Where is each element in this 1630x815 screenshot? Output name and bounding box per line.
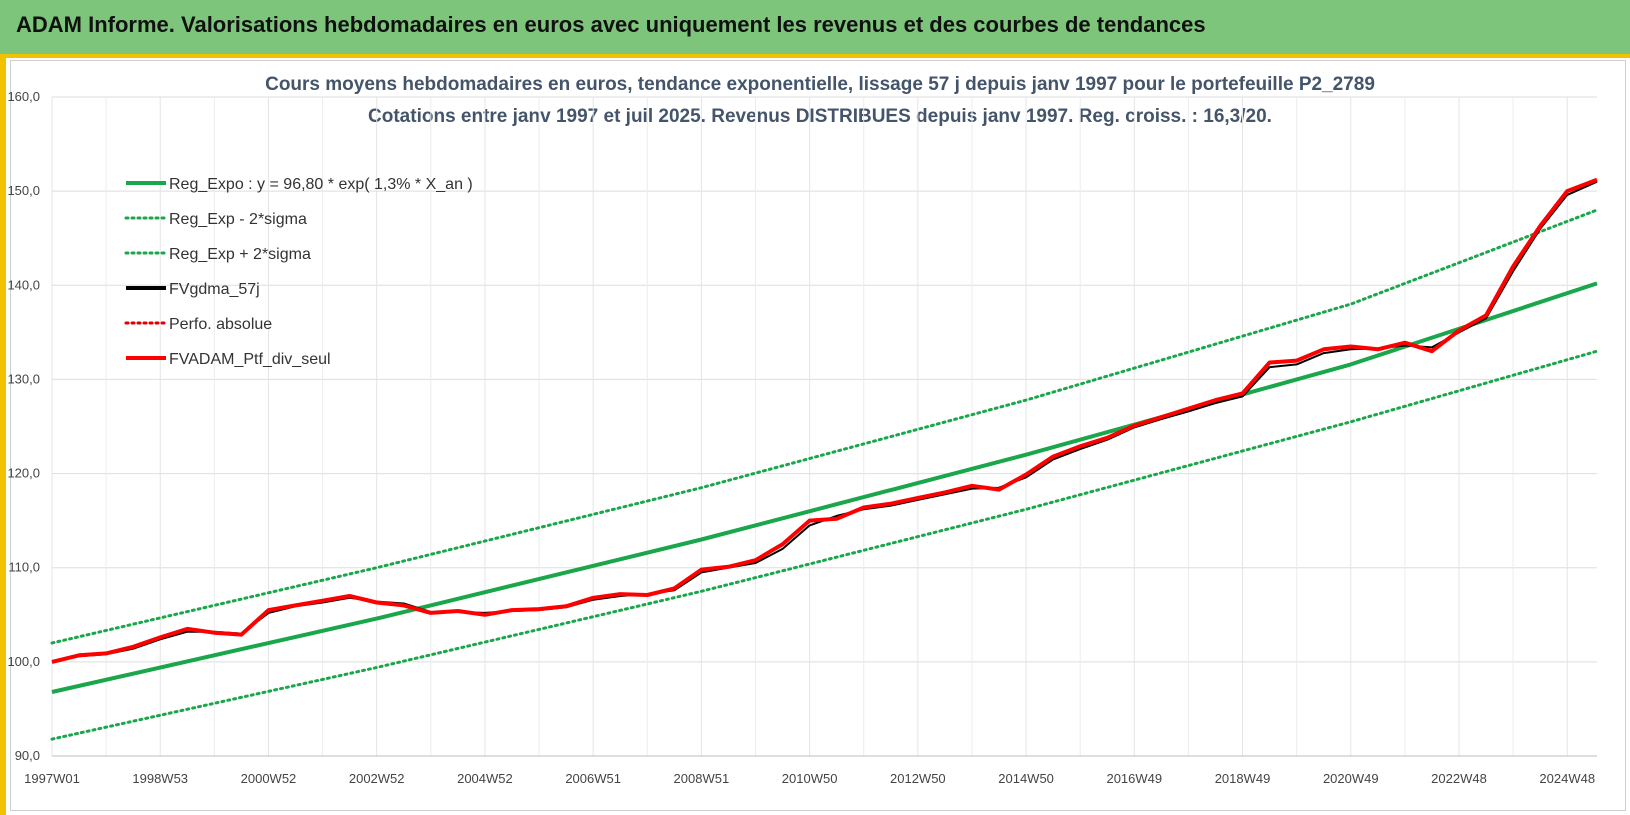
chart-subtitle: Cotations entre janv 1997 et juil 2025. … [368, 106, 1272, 127]
grid [51, 96, 1597, 757]
legend-entry: Reg_Expo : y = 96,80 * exp( 1,3% * X_an … [169, 176, 473, 193]
header-title: ADAM Informe. Valorisations hebdomadaire… [16, 12, 1206, 37]
series-line-1 [50, 349, 1599, 741]
chart-border [10, 60, 1626, 811]
x-tick-label: 2006W51 [565, 771, 621, 786]
x-tick-label: 2020W49 [1323, 771, 1379, 786]
y-tick-label: 120,0 [7, 466, 40, 481]
y-tick-label: 140,0 [7, 277, 40, 292]
legend-entry: Reg_Exp - 2*sigma [169, 211, 307, 228]
x-axis-ticks: 1997W01 1998W53 2000W52 2002W52 2004W52 2006W… [24, 771, 1595, 786]
y-tick-label: 150,0 [7, 183, 40, 198]
chart-frame [0, 54, 1630, 815]
y-tick-label: 130,0 [7, 371, 40, 386]
legend-entry: Perfo. absolue [169, 316, 272, 333]
y-tick-label: 90,0 [15, 748, 40, 763]
series-lines [50, 177, 1599, 741]
y-tick-label: 160,0 [7, 89, 40, 104]
x-tick-label: 2016W49 [1106, 771, 1162, 786]
series-line-0 [51, 281, 1598, 694]
x-tick-label: 2018W49 [1215, 771, 1271, 786]
x-tick-label: 2024W48 [1539, 771, 1595, 786]
x-tick-label: 2014W50 [998, 771, 1054, 786]
x-tick-label: 2010W50 [782, 771, 838, 786]
series-line-5 [51, 177, 1598, 664]
header-banner: ADAM Informe. Valorisations hebdomadaire… [0, 0, 1630, 54]
chart-title: Cours moyens hebdomadaires en euros, ten… [265, 74, 1375, 95]
series-line-2 [50, 208, 1599, 645]
y-tick-label: 100,0 [7, 654, 40, 669]
legend: Reg_Expo : y = 96,80 * exp( 1,3% * X_an … [124, 176, 473, 368]
x-tick-label: 2000W52 [241, 771, 297, 786]
x-tick-label: 1998W53 [132, 771, 188, 786]
y-tick-label: 110,0 [8, 560, 40, 575]
legend-entry: FVADAM_Ptf_div_seul [169, 351, 331, 368]
x-tick-label: 2008W51 [674, 771, 730, 786]
x-tick-label: 2004W52 [457, 771, 513, 786]
legend-entry: FVgdma_57j [169, 281, 260, 298]
x-tick-label: 2012W50 [890, 771, 946, 786]
legend-entry: Reg_Exp + 2*sigma [169, 246, 311, 263]
x-tick-label: 2022W48 [1431, 771, 1487, 786]
y-axis-ticks: 90,0 100,0 110,0 120,0 130,0 140,0 150,0 160,0 [7, 89, 40, 763]
x-tick-label: 1997W01 [24, 771, 80, 786]
x-tick-label: 2002W52 [349, 771, 405, 786]
